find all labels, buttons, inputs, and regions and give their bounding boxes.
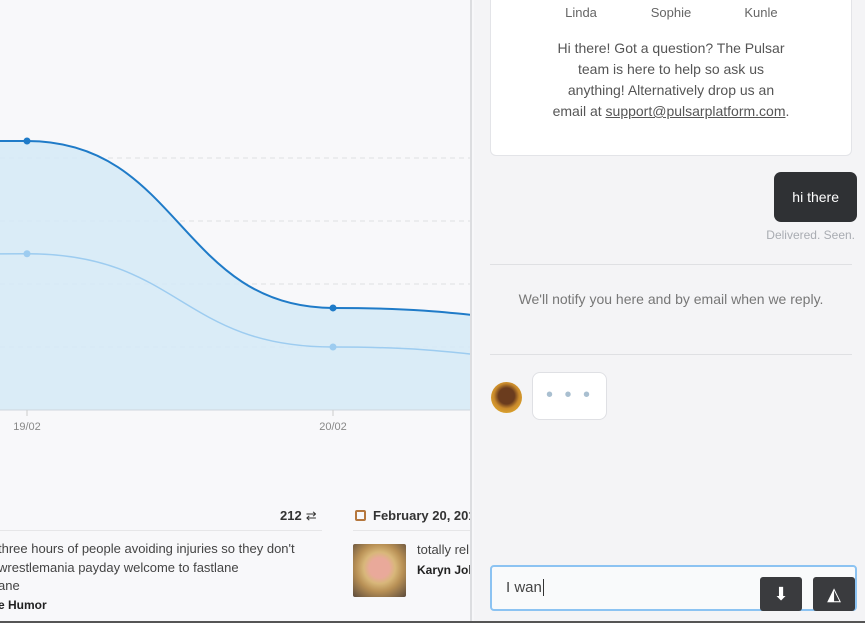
divider bbox=[353, 530, 470, 531]
area-fill bbox=[0, 140, 470, 410]
agent-name: Linda bbox=[565, 5, 597, 20]
google-drive-icon: ◭ bbox=[827, 584, 841, 604]
post-author[interactable]: e Humor bbox=[0, 597, 47, 612]
agent-name: Sophie bbox=[650, 5, 692, 20]
user-message-bubble: hi there bbox=[774, 172, 857, 222]
data-point bbox=[23, 250, 31, 258]
retweet-icon: ⇄ bbox=[305, 508, 317, 523]
feed-post[interactable]: three hours of people avoiding injuries … bbox=[0, 540, 295, 614]
post-text: totally rel bbox=[417, 542, 470, 557]
support-email-link[interactable]: support@pulsarplatform.com bbox=[605, 103, 786, 119]
feed-header: 212 ⇄ February 20, 201 bbox=[0, 508, 470, 530]
download-icon: ⬇ bbox=[773, 584, 789, 604]
avatar bbox=[353, 544, 406, 597]
data-point bbox=[329, 343, 337, 351]
feed-post[interactable]: totally rel Karyn Joh bbox=[417, 540, 472, 580]
welcome-card: Linda Sophie Kunle Hi there! Got a quest… bbox=[490, 0, 852, 156]
series-line bbox=[0, 139, 470, 316]
post-text: three hours of people avoiding injuries … bbox=[0, 541, 295, 556]
message-status: Delivered. Seen. bbox=[766, 228, 855, 242]
welcome-message: Hi there! Got a question? The Pulsar tea… bbox=[552, 40, 790, 119]
download-button[interactable]: ⬇ bbox=[760, 577, 802, 611]
divider bbox=[0, 530, 322, 531]
post-author[interactable]: Karyn Joh bbox=[417, 563, 472, 577]
series-line bbox=[0, 253, 470, 355]
instagram-icon bbox=[355, 510, 366, 521]
x-tick-label: 20/02 bbox=[319, 421, 347, 433]
chat-panel: Linda Sophie Kunle Hi there! Got a quest… bbox=[474, 0, 865, 621]
post-text: ane bbox=[0, 578, 20, 593]
text-cursor bbox=[542, 579, 544, 596]
post-date: February 20, 201 bbox=[355, 508, 470, 523]
divider bbox=[490, 354, 852, 355]
x-tick-label: 19/02 bbox=[13, 421, 41, 433]
post-text: wrestlemania payday welcome to fastlane bbox=[0, 559, 239, 575]
notify-text: We'll notify you here and by email when … bbox=[518, 291, 824, 307]
divider bbox=[490, 264, 852, 265]
agent-avatar bbox=[491, 382, 522, 413]
retweet-count: 212 ⇄ bbox=[280, 508, 317, 523]
agent-names: Linda Sophie Kunle bbox=[491, 5, 851, 20]
typing-indicator: • • • bbox=[532, 372, 607, 420]
data-point bbox=[329, 304, 337, 312]
window-edge bbox=[0, 621, 865, 623]
google-drive-button[interactable]: ◭ bbox=[813, 577, 855, 611]
data-point bbox=[23, 137, 31, 145]
agent-name: Kunle bbox=[744, 5, 778, 20]
